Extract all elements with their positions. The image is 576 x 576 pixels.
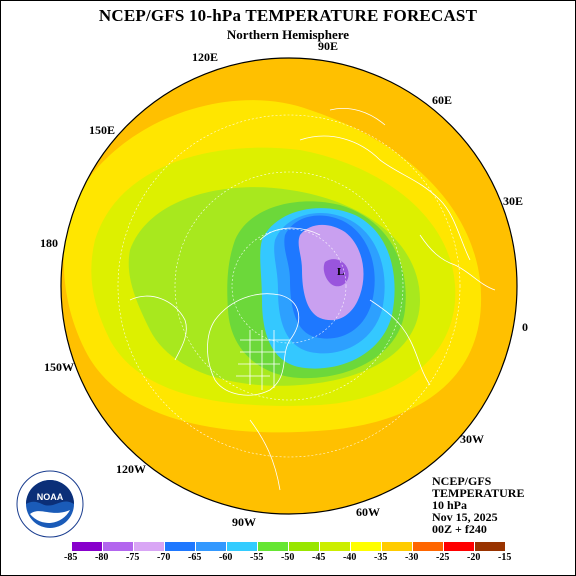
legend-tick-label: -80 — [95, 552, 109, 563]
legend-tick-label: -70 — [157, 552, 171, 563]
page-title: NCEP/GFS 10-hPa TEMPERATURE FORECAST — [98, 6, 478, 25]
lon-label-30w: 30W — [460, 432, 484, 446]
low-marker: L — [337, 266, 344, 278]
legend-tick-label: -55 — [250, 552, 264, 563]
temperature-field — [61, 58, 517, 514]
legend-swatch — [444, 542, 474, 551]
legend-tick-label: -15 — [498, 552, 512, 563]
legend-tick-label: -50 — [281, 552, 295, 563]
lon-label-120w: 120W — [116, 462, 146, 476]
coastlines — [129, 108, 496, 491]
lon-label-180: 180 — [40, 236, 58, 250]
lon-label-90w: 90W — [232, 515, 256, 529]
map-boundary — [60, 57, 518, 515]
legend-swatch — [475, 542, 505, 551]
info-level: 10 hPa — [432, 498, 468, 512]
logo-text: NOAA — [37, 492, 64, 502]
legend-swatch — [258, 542, 288, 551]
lon-label-150w: 150W — [44, 360, 74, 374]
legend-tick-label: -40 — [343, 552, 357, 563]
legend-tick-label: -75 — [126, 552, 140, 563]
legend-tick-label: -25 — [436, 552, 450, 563]
legend-swatch — [289, 542, 319, 551]
legend-tick-label: -45 — [312, 552, 326, 563]
legend-swatch — [413, 542, 443, 551]
legend-swatch — [320, 542, 350, 551]
legend-swatch — [72, 542, 102, 551]
legend-swatch — [351, 542, 381, 551]
legend-tick-label: -65 — [188, 552, 202, 563]
forecast-info: NCEP/GFS TEMPERATURE 10 hPa Nov 15, 2025… — [432, 475, 524, 535]
lat-lon-grid — [117, 114, 461, 458]
lon-label-60e: 60E — [432, 93, 453, 107]
info-date: Nov 15, 2025 — [432, 510, 498, 524]
lon-label-60w: 60W — [356, 505, 380, 519]
lon-label-30e: 30E — [503, 194, 524, 208]
legend-tick-label: -20 — [467, 552, 481, 563]
legend-tick-label: -60 — [219, 552, 233, 563]
legend-swatch — [103, 542, 133, 551]
legend-tick-label: -85 — [64, 552, 78, 563]
page-subtitle: Northern Hemisphere — [226, 27, 350, 42]
info-field: TEMPERATURE — [432, 486, 525, 500]
legend-swatch — [227, 542, 257, 551]
legend-tick-label: -35 — [374, 552, 388, 563]
info-model: NCEP/GFS — [432, 474, 492, 488]
legend-swatch — [196, 542, 226, 551]
noaa-logo-icon: NOAA — [16, 470, 84, 538]
lon-label-120e: 120E — [192, 50, 219, 64]
lon-label-150e: 150E — [89, 123, 116, 137]
legend-swatch — [165, 542, 195, 551]
lon-label-0: 0 — [522, 320, 528, 334]
info-run: 00Z + f240 — [432, 522, 487, 536]
legend-swatch — [134, 542, 164, 551]
legend-tick-label: -30 — [405, 552, 419, 563]
lon-label-90e: 90E — [318, 39, 339, 53]
legend-swatch — [382, 542, 412, 551]
